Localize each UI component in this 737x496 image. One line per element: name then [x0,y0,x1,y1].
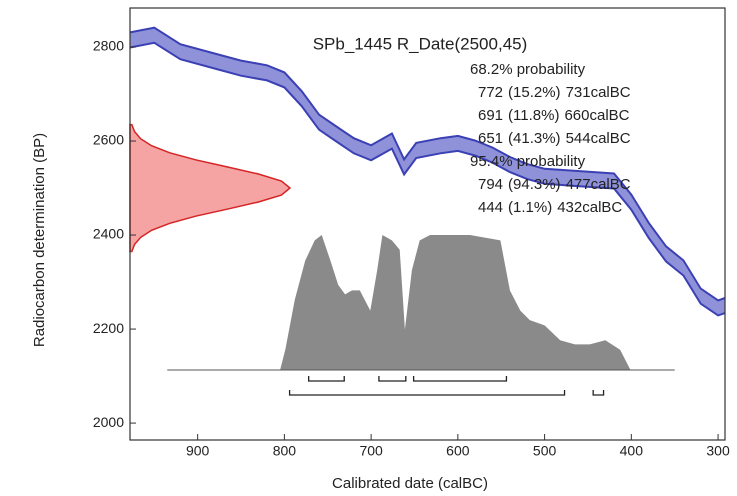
range-prob: (15.2%) [508,84,561,101]
range-prob: (11.8%) [508,107,559,124]
range-label: 772 (15.2%) 731calBC [478,84,631,101]
range-to: 477calBC [566,176,631,193]
range-label: 651 (41.3%) 544calBC [478,130,631,147]
x-tick-label: 500 [533,443,557,459]
range-label: 691 (11.8%) 660calBC [478,107,630,124]
x-tick-label: 700 [359,443,383,459]
range-from: 772 [478,84,503,101]
chart-title: SPb_1445 R_Date(2500,45) [313,34,528,53]
probability-heading: 95.4% probability [470,153,586,170]
range-prob: (41.3%) [508,130,561,147]
range-prob: (94.3%) [508,176,561,193]
x-tick-label: 400 [620,443,644,459]
range-from: 444 [478,199,503,216]
x-axis-label: Calibrated date (calBC) [332,475,488,492]
range-to: 544calBC [566,130,631,147]
range-from: 794 [478,176,503,193]
range-to: 432calBC [557,199,622,216]
range-from: 651 [478,130,503,147]
calibration-band [130,27,725,316]
range-to: 660calBC [564,107,629,124]
range-bracket [308,376,345,382]
range-label: 794 (94.3%) 477calBC [478,176,631,193]
x-tick-label: 800 [273,443,297,459]
calibration-curve-upper [129,26,726,302]
range-label: 444 (1.1%) 432calBC [478,199,622,216]
range-bracket [412,376,508,382]
range-bracket [288,390,566,396]
measurement-density [129,123,292,253]
y-tick-label: 2000 [93,414,124,430]
y-tick-label: 2400 [93,226,124,242]
y-tick-label: 2600 [93,132,124,148]
y-axis-label: Radiocarbon determination (BP) [31,133,48,347]
range-bracket [378,376,407,382]
x-tick-label: 600 [446,443,470,459]
plot-frame [129,7,726,441]
range-bracket [592,390,605,396]
y-tick-label: 2200 [93,320,124,336]
range-from: 691 [478,107,503,124]
calibration-curve-lower [129,41,726,317]
range-to: 731calBC [566,84,631,101]
range-prob: (1.1%) [508,199,552,216]
x-tick-label: 900 [186,443,210,459]
x-tick-label: 300 [706,443,730,459]
probability-heading: 68.2% probability [470,61,586,78]
posterior-density [167,235,675,370]
y-tick-label: 2800 [93,38,124,54]
